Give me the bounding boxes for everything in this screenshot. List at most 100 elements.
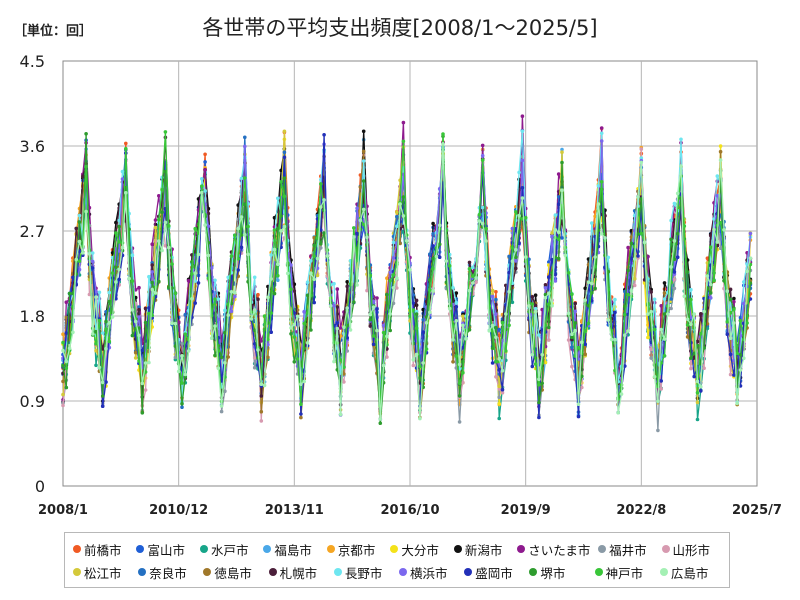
data-point [262, 314, 267, 318]
data-point [576, 414, 581, 419]
data-point [190, 272, 194, 276]
data-point [345, 284, 350, 289]
data-point [183, 332, 188, 337]
x-tick-label: 2022/8 [616, 503, 666, 518]
legend-marker [464, 568, 473, 576]
data-point [520, 196, 525, 200]
data-point [352, 300, 356, 304]
data-point [338, 358, 343, 362]
data-point [596, 202, 601, 206]
data-point [523, 215, 528, 220]
data-point [143, 320, 148, 325]
data-point [742, 280, 746, 284]
data-point [335, 287, 340, 291]
data-point [695, 400, 700, 405]
data-point [256, 348, 260, 352]
data-point [418, 376, 422, 380]
data-point [732, 299, 736, 304]
data-point [246, 252, 250, 257]
data-point [540, 353, 544, 357]
data-point [117, 224, 121, 229]
data-point [385, 334, 389, 339]
data-point [203, 152, 207, 157]
data-point [282, 224, 287, 229]
legend-marker [390, 545, 399, 553]
data-point [328, 304, 333, 308]
data-point [547, 325, 551, 330]
data-point [666, 312, 670, 316]
data-point [616, 410, 620, 415]
data-point [480, 153, 485, 158]
data-point [639, 231, 644, 236]
data-point [685, 317, 690, 322]
x-tick-label: 2016/10 [380, 503, 439, 518]
data-point [120, 245, 125, 250]
legend-label: 徳島市 [214, 565, 252, 581]
data-point [352, 235, 356, 239]
data-point [732, 321, 736, 325]
data-point [705, 274, 710, 278]
data-point [461, 323, 465, 328]
data-point [480, 205, 485, 210]
data-point [715, 193, 720, 198]
data-point [530, 295, 535, 299]
data-point [514, 266, 518, 271]
data-point [659, 327, 663, 332]
legend-label: 松江市 [84, 565, 122, 581]
data-point [685, 323, 690, 327]
data-point [421, 330, 426, 334]
data-point [398, 241, 402, 246]
data-point [252, 365, 257, 370]
data-point [745, 321, 749, 325]
data-point [292, 322, 297, 327]
data-point [180, 402, 184, 406]
data-point [180, 405, 184, 410]
data-point [176, 369, 181, 374]
data-point [203, 189, 207, 193]
data-point [606, 255, 611, 260]
data-point [695, 417, 700, 422]
data-point [259, 382, 264, 387]
data-point [623, 312, 627, 317]
data-point [699, 331, 703, 336]
data-point [335, 305, 340, 309]
data-point [570, 345, 574, 350]
data-point [742, 356, 746, 361]
data-point [216, 297, 221, 302]
data-point [312, 277, 317, 282]
data-point [157, 239, 161, 243]
data-point [530, 352, 535, 357]
data-point [685, 270, 690, 274]
data-point [345, 306, 350, 310]
data-point [718, 220, 723, 225]
data-point [381, 323, 386, 328]
data-point [110, 315, 115, 319]
data-point [276, 273, 280, 278]
data-point [563, 253, 568, 258]
data-point [467, 260, 472, 265]
data-point [233, 294, 237, 299]
data-point [107, 339, 112, 344]
data-point [494, 359, 498, 364]
data-point [527, 304, 531, 308]
data-point [434, 254, 439, 259]
data-point [675, 231, 680, 236]
data-point [497, 333, 502, 338]
data-point [133, 356, 138, 360]
data-point [209, 266, 214, 270]
data-point [646, 335, 650, 340]
data-point [338, 326, 343, 330]
data-point [444, 259, 449, 263]
data-point [388, 312, 393, 316]
data-point [669, 265, 673, 269]
legend-marker [263, 545, 272, 553]
data-point [206, 211, 211, 216]
data-point [61, 340, 65, 345]
data-point [71, 330, 75, 335]
data-point [249, 317, 254, 321]
data-point [223, 389, 227, 394]
data-point [77, 213, 82, 218]
data-point [279, 229, 283, 233]
data-point [695, 339, 700, 344]
legend-label: 山形市 [672, 542, 711, 558]
